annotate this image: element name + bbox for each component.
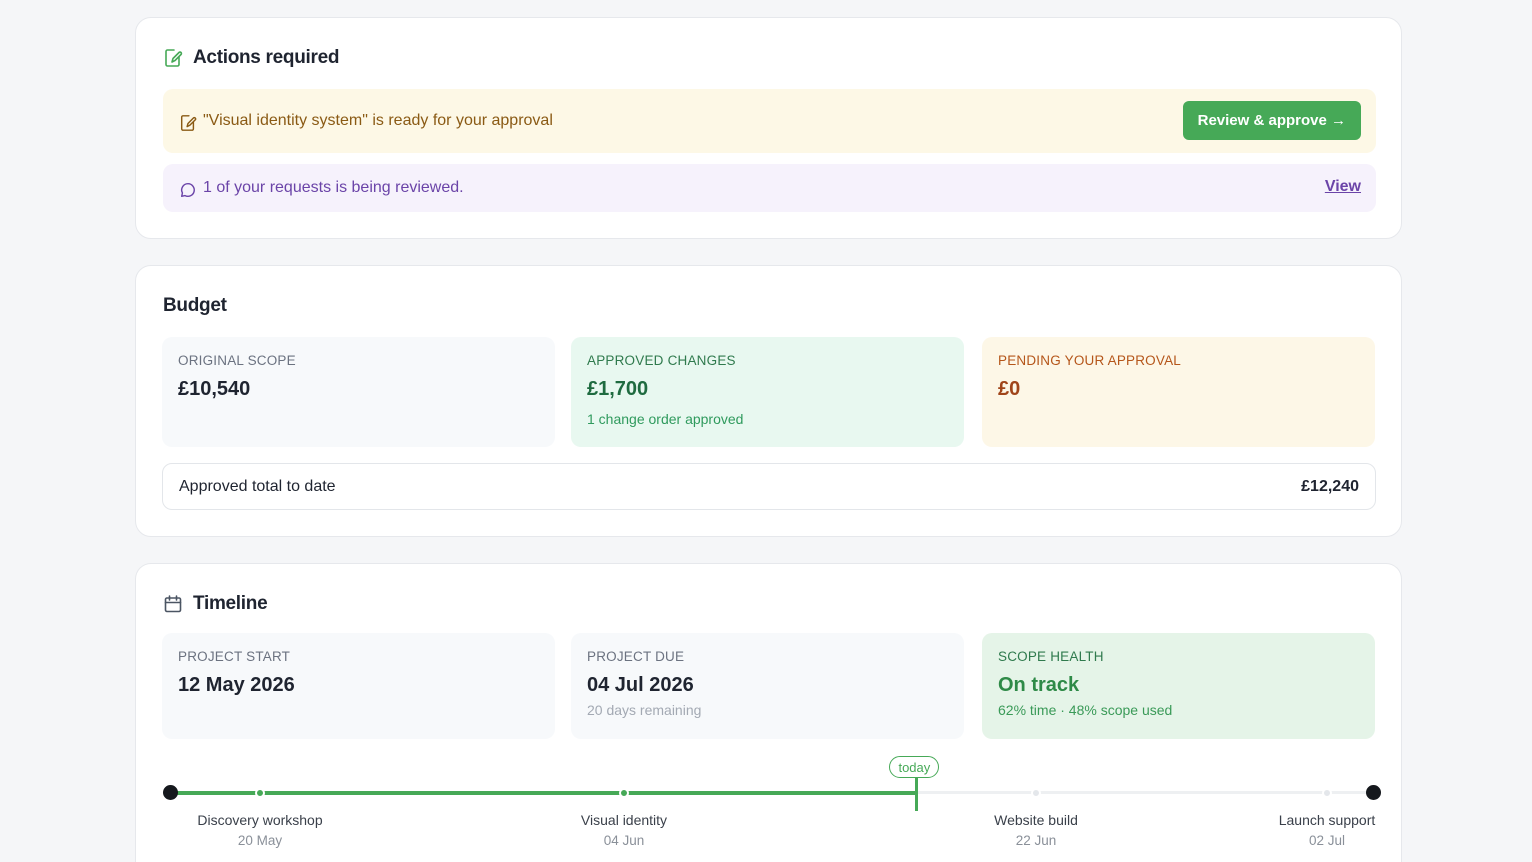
project-start-label: PROJECT START xyxy=(178,649,291,664)
pending-approval-tile: PENDING YOUR APPROVAL £0 xyxy=(982,337,1375,447)
timeline-start-dot xyxy=(163,785,178,800)
budget-title: Budget xyxy=(163,295,227,316)
original-scope-tile: ORIGINAL SCOPE £10,540 xyxy=(162,337,555,447)
milestone-label: Launch support 02 Jul xyxy=(1279,812,1376,848)
project-start-value: 12 May 2026 xyxy=(178,674,295,696)
approved-changes-value: £1,700 xyxy=(587,378,649,400)
milestone-date: 22 Jun xyxy=(1015,833,1057,848)
review-approve-button[interactable]: Review & approve → xyxy=(1182,101,1361,140)
milestone-label: Website build 22 Jun xyxy=(994,812,1078,848)
scope-health-sub: 62% time · 48% scope used xyxy=(998,702,1173,718)
approval-banner: "Visual identity system" is ready for yo… xyxy=(163,89,1376,153)
project-due-value: 04 Jul 2026 xyxy=(587,674,694,696)
milestone-dot xyxy=(255,788,265,798)
pending-approval-label: PENDING YOUR APPROVAL xyxy=(998,353,1182,368)
approved-changes-label: APPROVED CHANGES xyxy=(587,353,736,368)
milestone-dot xyxy=(1322,788,1332,798)
milestone-label: Visual identity 04 Jun xyxy=(581,812,667,848)
timeline-title-text: Timeline xyxy=(193,593,268,614)
timeline-track-progress xyxy=(170,791,917,795)
milestone-label: Discovery workshop 20 May xyxy=(197,812,322,848)
actions-title: Actions required xyxy=(163,47,339,69)
actions-title-text: Actions required xyxy=(193,47,340,68)
milestone-date: 20 May xyxy=(237,833,283,848)
approved-changes-tile: APPROVED CHANGES £1,700 1 change order a… xyxy=(571,337,964,447)
timeline-track: today Discovery workshop 20 May Visual ide… xyxy=(136,564,1403,862)
milestone-name: Visual identity xyxy=(580,812,668,828)
milestone-name: Website build xyxy=(994,812,1078,828)
scope-health-value: On track xyxy=(998,674,1080,696)
milestone-date: 04 Jun xyxy=(603,833,645,848)
scope-health-label: SCOPE HEALTH xyxy=(998,649,1104,664)
approved-total-label: Approved total to date xyxy=(179,477,336,495)
chat-bubble-icon xyxy=(179,181,197,199)
project-due-sub: 20 days remaining xyxy=(587,702,702,718)
pending-approval-value: £0 xyxy=(998,378,1021,400)
edit-document-icon xyxy=(163,48,183,68)
milestone-date: 02 Jul xyxy=(1308,833,1346,848)
project-due-tile: PROJECT DUE 04 Jul 2026 20 days remainin… xyxy=(571,633,964,739)
review-text: 1 of your requests is being reviewed. xyxy=(203,179,464,196)
project-due-label: PROJECT DUE xyxy=(587,649,685,664)
approved-changes-sub: 1 change order approved xyxy=(587,411,744,427)
original-scope-label: ORIGINAL SCOPE xyxy=(178,353,296,368)
today-marker xyxy=(915,776,919,811)
review-banner: 1 of your requests is being reviewed. Vi… xyxy=(163,164,1376,212)
approval-text: "Visual identity system" is ready for yo… xyxy=(203,112,553,129)
scope-health-tile: SCOPE HEALTH On track 62% time · 48% sco… xyxy=(982,633,1375,739)
approved-total-row: Approved total to date £12,240 xyxy=(162,463,1376,510)
actions-card: Actions required "Visual identity system… xyxy=(135,17,1402,239)
approved-total-value: £12,240 xyxy=(1301,477,1359,495)
timeline-card: Timeline PROJECT START 12 May 2026 PROJE… xyxy=(135,563,1402,862)
timeline-title: Timeline xyxy=(163,593,268,615)
project-start-tile: PROJECT START 12 May 2026 xyxy=(162,633,555,739)
view-link[interactable]: View xyxy=(1324,178,1361,195)
milestone-dot xyxy=(619,788,629,798)
timeline-end-dot xyxy=(1366,785,1381,800)
calendar-icon xyxy=(163,594,183,614)
edit-document-icon xyxy=(179,114,197,132)
milestone-dot xyxy=(1031,788,1041,798)
budget-card: Budget ORIGINAL SCOPE £10,540 APPROVED C… xyxy=(135,265,1402,537)
milestone-name: Discovery workshop xyxy=(197,812,323,828)
milestone-name: Launch support xyxy=(1278,812,1376,828)
original-scope-value: £10,540 xyxy=(178,378,251,400)
today-pill: today xyxy=(889,756,940,778)
